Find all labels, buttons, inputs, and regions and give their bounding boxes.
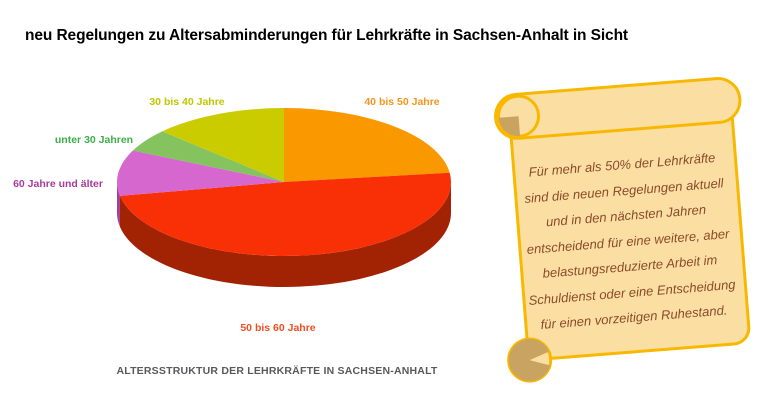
pie-label-under-30: unter 30 Jahren	[54, 134, 134, 146]
pie-label-60-older: 60 Jahre und älter	[13, 178, 103, 190]
pie-slice-side-1	[119, 182, 452, 288]
bottom-curl-shadow	[508, 339, 551, 382]
pie-slice-2	[117, 150, 285, 196]
page-title: neu Regelungen zu Altersabminderungen fü…	[25, 27, 628, 44]
pie-slice-side-2	[117, 182, 120, 227]
scroll-text: Für mehr als 50% der Lehrkräfte sind die…	[505, 143, 750, 339]
pie-chart-3d	[117, 108, 452, 288]
chart-caption: ALTERSSTRUKTUR DER LEHRKRÄFTE IN SACHSEN…	[116, 365, 438, 377]
pie-slice-4	[162, 108, 284, 182]
pie-label-40-50: 40 bis 50 Jahre	[364, 96, 440, 108]
parchment-top-roll	[494, 76, 742, 140]
pie-label-30-40: 30 bis 40 Jahre	[149, 96, 225, 108]
pie-slice-1	[119, 172, 452, 257]
pie-label-50-60: 50 bis 60 Jahre	[240, 322, 316, 334]
pie-slice-0	[284, 108, 450, 182]
pie-slice-3	[132, 131, 284, 182]
top-roll-curl-shadow	[498, 116, 521, 137]
